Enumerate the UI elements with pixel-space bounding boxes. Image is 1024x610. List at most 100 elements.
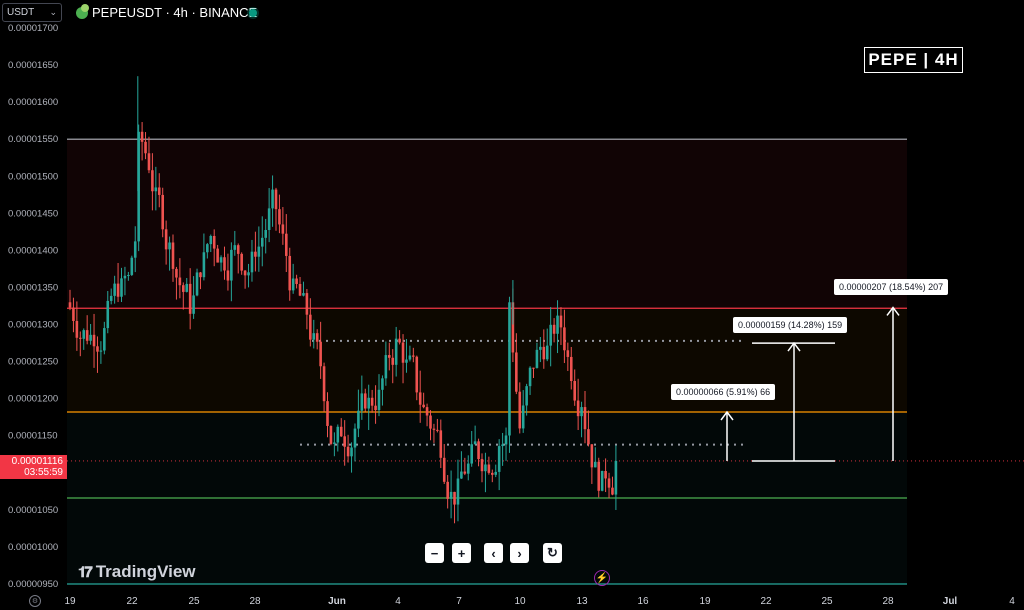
candle-body [412,355,415,357]
gear-icon[interactable]: ⚙ [29,595,41,607]
candle-body [339,426,343,437]
candle-body [281,224,285,234]
candle-body [353,428,357,448]
candle-body [566,350,570,357]
candle-body [508,302,511,436]
candle-body [278,209,281,225]
candle-body [549,324,552,346]
candle-body [384,355,388,379]
candle-body [274,189,278,210]
zoom-in-button[interactable]: + [452,543,471,563]
candle-body [539,346,542,350]
y-tick-label: 0.00001500 [8,171,58,182]
candle-body [250,251,254,273]
candle-body [504,435,508,445]
candle-body [408,355,412,360]
candle-body [350,447,353,457]
candle-body [315,333,319,342]
candle-body [425,407,429,416]
candle-body [79,337,82,339]
candle-body [535,349,539,368]
candle-body [473,441,477,445]
quote-currency-select[interactable]: USDT ⌄ [2,3,62,22]
x-tick-label: 10 [514,596,526,607]
candle-body [113,283,116,296]
y-tick-label: 0.00001000 [8,542,58,553]
candle-body [374,405,377,411]
candle-body [422,404,425,408]
x-tick-label: 13 [576,596,588,607]
current-price-value: 0.00001116 [11,456,63,467]
candle-body [233,245,237,250]
candle-body [260,237,264,247]
candle-body [168,242,171,250]
candle-body [515,352,518,392]
target-arrowhead-2 [787,341,801,352]
candle-body [418,392,422,405]
candle-body [264,229,267,238]
symbol-title-text: PEPEUSDT · 4h · BINANCE [92,5,258,20]
candle-body [209,235,213,245]
candle-body [202,252,206,278]
candle-body [477,441,480,460]
chart-header: USDT ⌄ PEPEUSDT · 4h · BINANCE [0,0,1024,26]
candle-body [178,277,182,286]
candle-body [89,334,92,341]
candle-body [247,272,250,276]
x-tick-label: 25 [821,596,833,607]
x-tick-label: Jun [328,596,346,607]
candle-body [439,430,443,458]
candle-body [432,428,436,430]
candle-body [552,324,556,334]
y-tick-label: 0.00000950 [8,579,58,590]
candle-body [470,444,473,464]
candle-body [398,338,401,343]
candle-body [456,478,460,505]
candle-body [219,257,223,263]
candle-body [285,233,288,256]
candle-body [319,341,322,367]
pepe-4h-label: PEPE | 4H [864,47,963,73]
candle-body [590,444,594,468]
zoom-out-button[interactable]: − [425,543,444,563]
candle-body [137,131,140,242]
candle-body [271,189,274,209]
x-tick-label: 19 [699,596,711,607]
candle-body [226,270,230,281]
candle-body [501,444,504,447]
candle-body [322,366,326,402]
candle-body [157,187,161,195]
tradingview-watermark[interactable]: 𝟏𝟕 TradingView [78,562,196,582]
scroll-right-button[interactable]: › [510,543,529,563]
candle-body [72,307,75,321]
candle-body [75,320,79,338]
resistance-zone [67,139,907,309]
candle-body [240,253,243,271]
x-tick-label: 28 [882,596,894,607]
candle-body [580,407,583,417]
symbol-title[interactable]: PEPEUSDT · 4h · BINANCE [76,3,258,20]
scroll-left-button[interactable]: ‹ [484,543,503,563]
candle-body [147,153,151,171]
candle-body [357,410,360,429]
candle-body [206,244,209,253]
candle-body [545,345,549,360]
tradingview-text: TradingView [95,562,196,581]
candle-body [188,283,192,314]
candle-body [312,333,316,340]
reset-button[interactable]: ↻ [543,543,562,563]
candle-body [185,283,189,292]
candle-body [388,355,391,358]
candle-body [449,491,453,499]
y-tick-label: 0.00001300 [8,320,58,331]
candle-body [161,194,164,230]
candle-body [487,464,491,473]
target-arrowhead-1 [720,410,734,421]
candle-body [305,293,309,315]
y-tick-label: 0.00001450 [8,208,58,219]
candle-body [144,141,147,154]
candle-body [587,429,590,445]
candle-body [195,272,199,296]
lightning-icon[interactable]: ⚡ [594,570,610,586]
